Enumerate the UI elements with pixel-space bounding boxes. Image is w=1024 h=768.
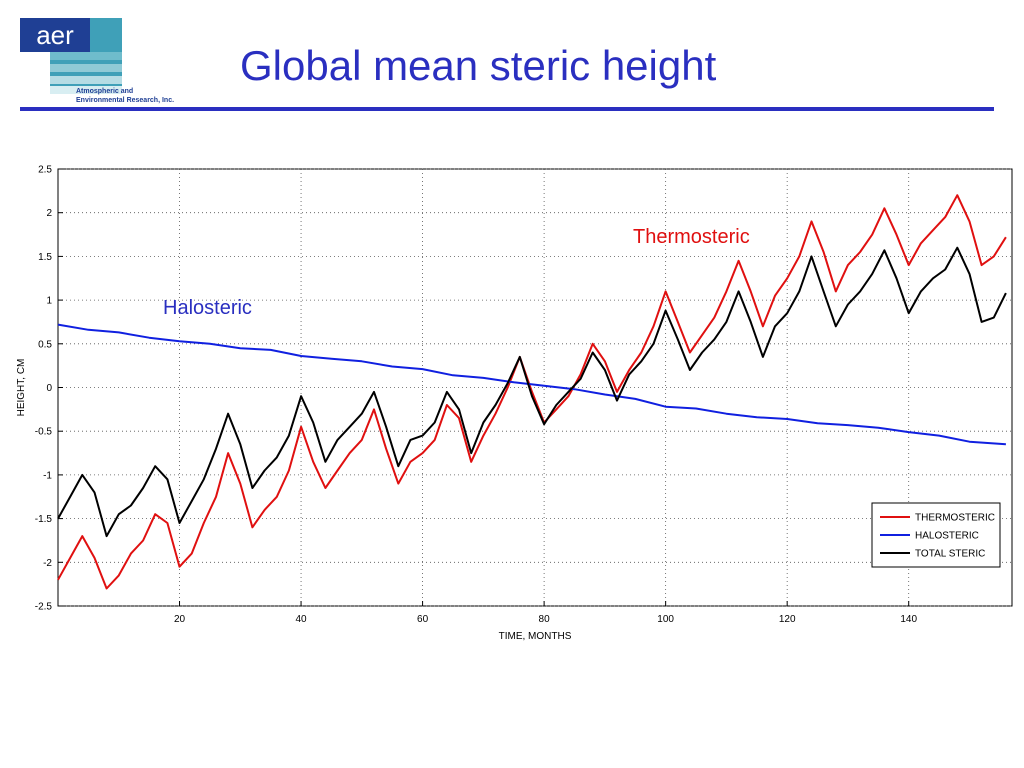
x-tick-label: 80: [539, 614, 551, 625]
x-tick-label: 100: [657, 614, 674, 625]
annotation-halosteric: Halosteric: [163, 297, 252, 319]
x-axis-label: TIME, MONTHS: [499, 631, 572, 642]
series-line-thermosteric: [57, 194, 1007, 590]
annotation-thermosteric: Thermosteric: [633, 226, 750, 248]
logo-line1: Atmospheric and: [76, 88, 133, 95]
x-tick-label: 40: [295, 614, 307, 625]
y-tick-label: 2: [46, 208, 52, 219]
title-rule: [20, 107, 994, 111]
x-tick-label: 20: [174, 614, 186, 625]
y-tick-label: -1.5: [35, 514, 53, 525]
y-tick-label: 0: [46, 383, 52, 394]
aer-logo: aer Atmospheric and Environmental Resear…: [20, 18, 174, 104]
legend-label: TOTAL STERIC: [915, 549, 985, 560]
x-tick-label: 60: [417, 614, 429, 625]
y-tick-label: -2.5: [35, 602, 53, 613]
y-tick-label: -0.5: [35, 427, 53, 438]
y-tick-label: -2: [43, 558, 52, 569]
logo-box: [20, 18, 90, 52]
legend-label: HALOSTERIC: [915, 531, 979, 542]
y-tick-label: 1.5: [38, 252, 52, 263]
y-axis-label: HEIGHT, CM: [16, 359, 27, 417]
logo-wordmark: aer: [36, 20, 74, 50]
logo-line2: Environmental Research, Inc.: [76, 97, 174, 104]
y-tick-label: -1: [43, 470, 52, 481]
legend-label: THERMOSTERIC: [915, 513, 995, 524]
y-tick-label: 0.5: [38, 339, 52, 350]
x-tick-label: 120: [779, 614, 796, 625]
y-tick-label: 1: [46, 296, 52, 307]
series-line-total-steric: [57, 246, 1007, 538]
page-title: Global mean steric height: [240, 42, 717, 89]
x-tick-label: 140: [900, 614, 917, 625]
y-tick-label: 2.5: [38, 165, 52, 176]
